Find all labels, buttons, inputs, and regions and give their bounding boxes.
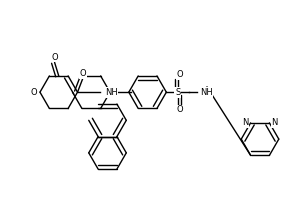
Text: O: O: [177, 70, 183, 79]
Text: NH: NH: [105, 88, 117, 97]
Text: NH: NH: [200, 88, 212, 97]
Text: S: S: [175, 88, 180, 97]
Text: O: O: [80, 69, 86, 78]
Text: O: O: [30, 88, 37, 97]
Text: O: O: [51, 53, 58, 62]
Text: N: N: [272, 118, 278, 127]
Text: N: N: [242, 118, 249, 127]
Text: O: O: [177, 105, 183, 114]
